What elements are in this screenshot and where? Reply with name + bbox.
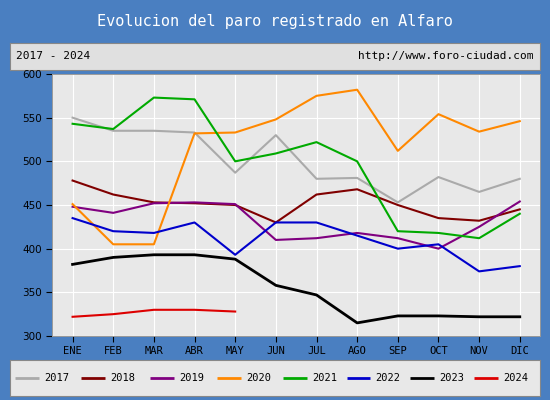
Text: 2020: 2020 (246, 373, 271, 383)
Text: 2017: 2017 (45, 373, 69, 383)
Text: 2024: 2024 (503, 373, 528, 383)
Text: 2023: 2023 (439, 373, 464, 383)
Text: 2019: 2019 (179, 373, 205, 383)
Text: http://www.foro-ciudad.com: http://www.foro-ciudad.com (358, 51, 534, 61)
Text: 2018: 2018 (111, 373, 136, 383)
Text: 2022: 2022 (376, 373, 401, 383)
Text: Evolucion del paro registrado en Alfaro: Evolucion del paro registrado en Alfaro (97, 14, 453, 29)
Text: 2017 - 2024: 2017 - 2024 (16, 51, 91, 61)
Text: 2021: 2021 (312, 373, 337, 383)
